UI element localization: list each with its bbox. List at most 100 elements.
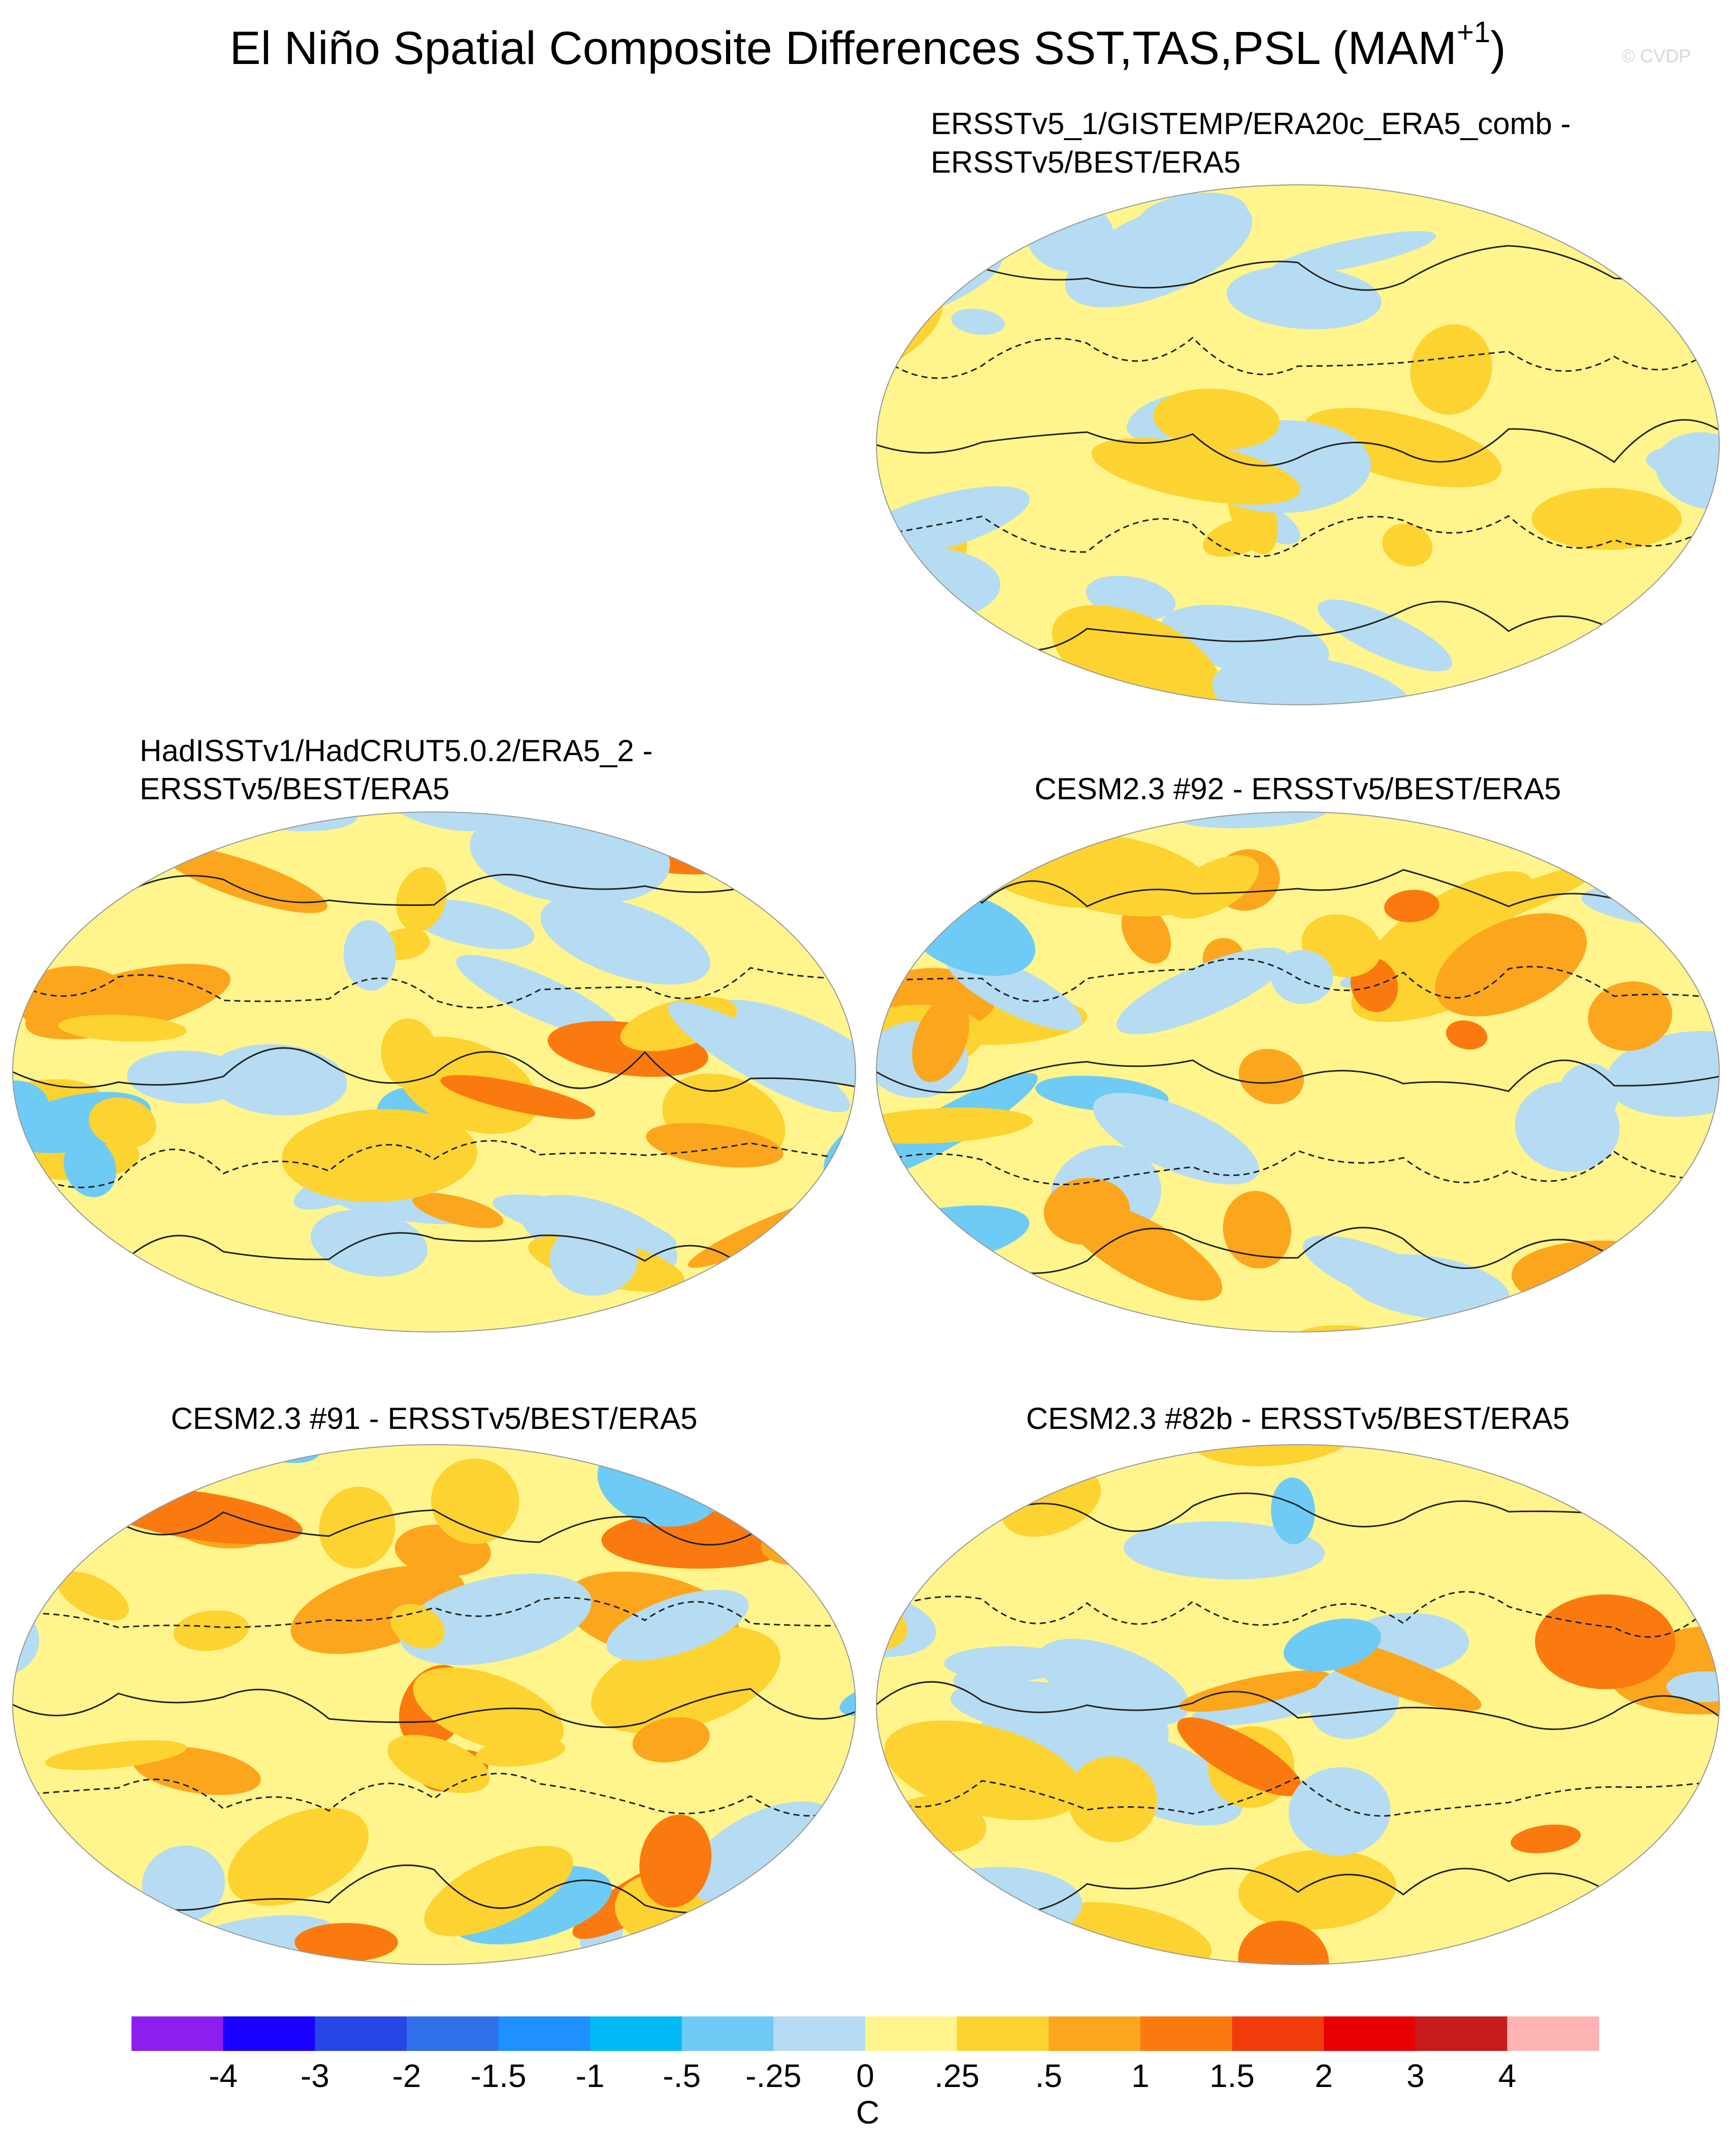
colorbar-tick-label: -.25 [745,2058,801,2094]
anomaly-region [1226,266,1382,330]
psl-contour [13,1507,856,1546]
colorbar-box [590,2016,682,2051]
anomaly-region [1575,1327,1719,1332]
anomaly-region [343,920,396,991]
anomaly-region [817,1820,856,1899]
credit: © CVDP [1622,46,1691,67]
anomaly-region [1123,1521,1325,1580]
anomaly-region [1410,324,1492,415]
anomaly-region [1384,890,1439,923]
anomaly-region [475,1737,566,1767]
anomaly-region [1284,1618,1381,1672]
anomaly-region [1625,699,1719,705]
anomaly-region [646,1123,783,1168]
colorbar-tick-label: 1.5 [1209,2058,1255,2094]
anomaly-region [951,308,1005,335]
map-outline [12,811,856,1332]
anomaly-region [242,509,428,644]
anomaly-region [1345,1254,1510,1320]
colorbar-box [1049,2016,1141,2051]
panel-title: ERSSTv5/BEST/ERA5 [140,772,449,806]
anomaly-region [227,1807,369,1906]
panel-title: ERSSTv5/BEST/ERA5 [931,145,1240,179]
psl-contour [876,1059,1719,1093]
anomaly-region [1697,641,1719,705]
anomaly-region [1733,1229,1736,1346]
anomaly-region [390,1604,445,1649]
anomaly-region [1004,677,1067,731]
anomaly-region [1037,1639,1190,1726]
anomaly-region [639,1814,712,1908]
colorbar-box [498,2016,591,2051]
anomaly-region [909,1867,1083,1943]
anomaly-region [540,896,710,985]
anomaly-region [876,1107,1033,1144]
anomaly-region [1588,981,1673,1051]
anomaly-region [1238,1049,1304,1104]
panel-title: ERSSTv5_1/GISTEMP/ERA20c_ERA5_comb - [931,107,1570,141]
anomaly-region [1288,1767,1391,1856]
anomaly-region [951,1680,1150,1740]
colorbar-tick-label: -1.5 [470,2058,526,2094]
colorbar-box [315,2016,407,2051]
anomaly-region [736,812,856,836]
anomaly-region [1382,524,1433,567]
anomaly-region [876,1285,877,1320]
panel-title: CESM2.3 #82b - ERSSTv5/BEST/ERA5 [1026,1401,1569,1436]
psl-contour [876,245,1719,291]
anomaly-region [1153,388,1280,450]
psl-contour [876,1591,1719,1638]
anomaly-region [653,1320,788,1332]
anomaly-region [381,1018,438,1089]
colorbar-box [865,2016,958,2051]
map [876,1229,1736,1965]
anomaly-region [1415,862,1606,943]
anomaly-region [1606,1031,1719,1117]
anomaly-region [858,1887,956,1999]
colorbar-tick-label: -3 [301,2058,330,2094]
psl-contour [13,1047,856,1092]
colorbar-box [132,2016,224,2051]
colorbar-tick-label: 2 [1315,2058,1333,2094]
title-text: El Niño Spatial Composite Differences SS… [230,22,1457,74]
anomaly-region [399,1573,592,1666]
anomaly-region [1535,1594,1676,1689]
figure-title: El Niño Spatial Composite Differences SS… [230,16,1506,74]
colorbar-tick-label: 0 [856,2058,874,2094]
colorbar-box [1507,2016,1599,2051]
anomaly-region [1692,752,1736,830]
psl-contour [876,419,1719,467]
anomaly-region [1446,1020,1488,1050]
colorbar-tick-label: -2 [392,2058,421,2094]
anomaly-region [876,618,938,669]
anomaly-region [721,1271,769,1314]
anomaly-region [884,1720,1083,1820]
map-outline [876,811,1720,1332]
anomaly-region [310,1210,428,1277]
anomaly-region [107,1280,168,1342]
colorbar-box [1415,2016,1508,2051]
colorbar-tick-label: -.5 [663,2058,701,2094]
anomaly-region [549,1222,638,1296]
colorbar-unit: C [856,2094,879,2131]
anomaly-region [1435,913,1587,1017]
anomaly-region [1238,1920,1329,1965]
anomaly-region [632,1717,710,1763]
psl-contour [876,515,1719,558]
anomaly-region [930,655,1019,700]
psl-contour [876,1681,1719,1730]
anomaly-region [0,1253,60,1364]
colorbar-tick-label: .25 [934,2058,979,2094]
anomaly-region [13,1080,49,1124]
anomaly-region [1177,1717,1302,1797]
colorbar-box [1140,2016,1232,2051]
colorbar-box [223,2016,315,2051]
psl-contour [13,1232,856,1280]
anomaly-region [1724,326,1736,393]
panel-title: CESM2.3 #91 - ERSSTv5/BEST/ERA5 [171,1401,697,1436]
colorbar-box [681,2016,774,2051]
psl-contour [13,1773,856,1817]
anomaly-region [305,629,465,752]
anomaly-region [88,1097,156,1149]
